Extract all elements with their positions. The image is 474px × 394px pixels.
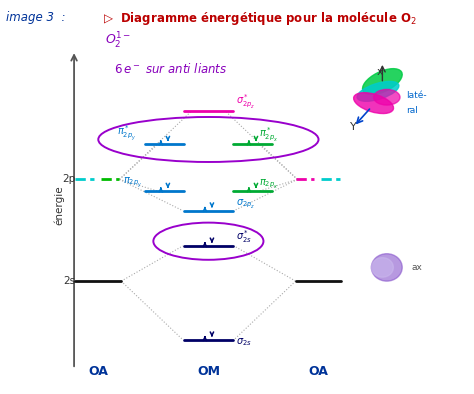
Text: $\pi_{2p_x}$: $\pi_{2p_x}$ bbox=[259, 177, 278, 190]
Text: OM: OM bbox=[197, 365, 220, 378]
Text: $O_2^{1-}$: $O_2^{1-}$ bbox=[105, 31, 131, 51]
Text: OA: OA bbox=[88, 365, 108, 378]
Text: $\sigma^*_{2s}$: $\sigma^*_{2s}$ bbox=[236, 228, 252, 245]
Text: $\pi^*_{2p_y}$: $\pi^*_{2p_y}$ bbox=[117, 124, 136, 143]
Text: image 3  :: image 3 : bbox=[6, 11, 65, 24]
Text: énergie: énergie bbox=[54, 185, 64, 225]
Text: ax: ax bbox=[411, 263, 422, 272]
Text: $\pi_{2p_y}$: $\pi_{2p_y}$ bbox=[122, 176, 142, 190]
Text: 2p: 2p bbox=[62, 175, 75, 184]
Circle shape bbox=[371, 258, 393, 277]
Ellipse shape bbox=[354, 93, 393, 113]
Text: ral: ral bbox=[407, 106, 419, 115]
Text: x: x bbox=[377, 67, 383, 77]
Text: $\sigma_{2p_z}$: $\sigma_{2p_z}$ bbox=[236, 197, 255, 210]
Text: OA: OA bbox=[309, 365, 328, 378]
Text: $\sigma_{2s}$: $\sigma_{2s}$ bbox=[236, 336, 252, 348]
Ellipse shape bbox=[363, 69, 402, 95]
Ellipse shape bbox=[357, 82, 399, 101]
Circle shape bbox=[371, 254, 402, 281]
Text: $\triangleright$  Diagramme énergétique pour la molécule O$_2$: $\triangleright$ Diagramme énergétique p… bbox=[103, 10, 416, 27]
Text: laté-: laté- bbox=[407, 91, 427, 100]
Text: 2s: 2s bbox=[63, 276, 75, 286]
Text: $\pi^*_{2p_x}$: $\pi^*_{2p_x}$ bbox=[259, 125, 278, 143]
Text: Y: Y bbox=[350, 122, 357, 132]
Ellipse shape bbox=[374, 89, 400, 105]
Text: $6\,e^-$ sur anti liants: $6\,e^-$ sur anti liants bbox=[114, 62, 227, 76]
Text: $\sigma^*_{2p_z}$: $\sigma^*_{2p_z}$ bbox=[236, 92, 255, 110]
